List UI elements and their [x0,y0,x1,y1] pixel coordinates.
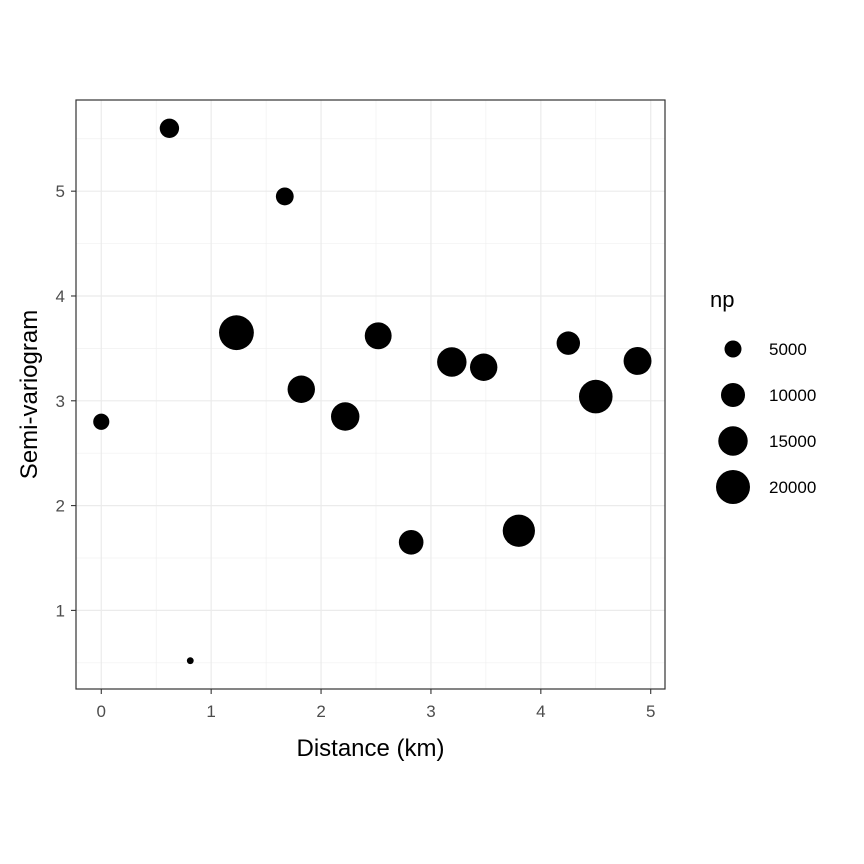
major-gridlines [76,100,665,689]
data-point [437,347,467,377]
panel-border [75,99,666,690]
y-tick-label: 1 [56,601,65,620]
data-point [469,353,498,381]
data-point [159,118,180,138]
data-point [578,379,613,414]
x-tick-label: 0 [97,702,106,721]
legend-label: 15000 [769,432,816,451]
data-point [275,187,294,206]
legend-label: 10000 [769,386,816,405]
data-point [398,529,424,555]
legend-key [718,426,748,456]
legend-label: 20000 [769,478,816,497]
legend-key [720,382,746,408]
data-point [623,346,652,375]
legend-key [724,340,742,358]
x-axis-title: Distance (km) [296,735,444,762]
data-point [219,315,254,351]
x-tick-label: 1 [206,702,215,721]
data-points [93,118,652,665]
x-tick-label: 3 [426,702,435,721]
legend: np 5000 10000 15000 20000 [710,287,816,504]
y-tick-label: 4 [56,287,65,306]
data-point [287,375,315,403]
y-tick-label: 5 [56,182,65,201]
legend-label: 5000 [769,340,807,359]
data-point [556,331,581,355]
data-point [93,413,110,430]
data-point [364,322,392,350]
data-point [502,514,535,547]
x-tick-label: 4 [536,702,545,721]
y-axis-title: Semi-variogram [16,310,43,479]
legend-key [716,470,750,504]
y-tick-label: 2 [56,497,65,516]
legend-title: np [710,287,734,312]
x-tick-label: 2 [316,702,325,721]
legend-entries: 5000 10000 15000 20000 [716,340,816,504]
y-axis: 1 2 3 4 5 [56,182,76,620]
x-tick-label: 5 [646,702,655,721]
x-axis: 0 1 2 3 4 5 [97,689,655,721]
data-point [186,657,194,665]
plot-panel [75,99,666,690]
data-point [331,402,360,431]
panel-background [76,100,665,689]
y-tick-label: 3 [56,392,65,411]
